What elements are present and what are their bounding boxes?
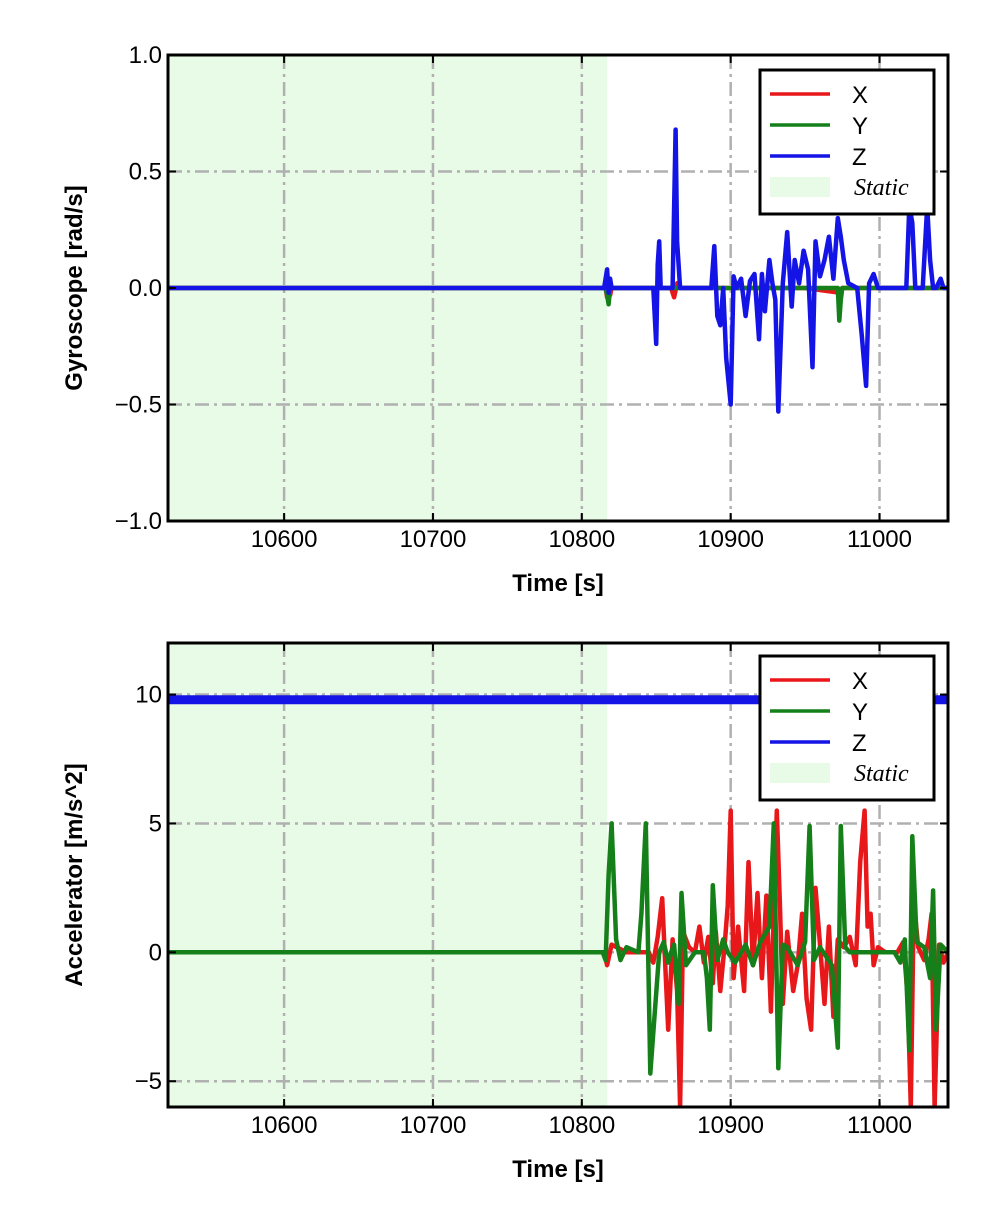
legend-static-swatch	[770, 763, 830, 783]
legend-label-z: Z	[852, 144, 867, 171]
y-axis-label: Gyroscope [rad/s]	[61, 185, 88, 390]
legend-label-z: Z	[852, 730, 867, 757]
y-tick-label: 0.5	[129, 159, 162, 186]
x-tick-label: 10700	[400, 526, 467, 553]
x-tick-label: 11000	[847, 526, 912, 553]
x-tick-label: 10600	[251, 526, 318, 553]
y-tick-label: 0	[149, 939, 162, 966]
plot-frame	[166, 641, 950, 1109]
static-region	[168, 643, 608, 1107]
y-tick-label: −0.5	[115, 392, 162, 419]
legend-label-y: Y	[852, 699, 868, 726]
y-tick-label: 10	[135, 682, 162, 709]
x-axis-label: Time [s]	[512, 1156, 604, 1183]
x-tick-label: 10600	[251, 1112, 318, 1139]
legend-static-swatch	[770, 177, 830, 197]
x-tick-label: 10800	[548, 1112, 615, 1139]
y-tick-label: −5	[135, 1068, 162, 1095]
legend-label-static: Static	[854, 175, 909, 201]
y-tick-label: 5	[149, 810, 162, 837]
plot-frame	[166, 53, 950, 523]
y-axis-label: Accelerator [m/s^2]	[61, 763, 88, 986]
legend-label-static: Static	[854, 761, 909, 787]
legend-label-x: X	[852, 668, 868, 695]
series-line-z	[168, 127, 948, 414]
chart-1: 10600 10700 10800 10900 11000 −1.0 −0.5 0.0 0.5 1…	[61, 42, 950, 597]
legend: XYZ Static	[758, 654, 936, 802]
y-tick-label: 1.0	[129, 42, 162, 69]
x-tick-label: 11000	[847, 1112, 912, 1139]
y-tick-label: −1.0	[115, 508, 162, 535]
y-tick-label: 0.0	[129, 275, 162, 302]
chart-2: 10600 10700 10800 10900 11000 −5 0 5 10 Time [s] A…	[61, 641, 950, 1183]
legend: XYZ Static	[758, 68, 936, 216]
x-tick-label: 10900	[697, 526, 764, 553]
x-tick-label: 10700	[400, 1112, 467, 1139]
legend-label-x: X	[852, 82, 868, 109]
series-line-y	[168, 821, 948, 1076]
series-group	[168, 127, 948, 414]
x-tick-label: 10900	[697, 1112, 764, 1139]
x-axis-label: Time [s]	[512, 570, 604, 597]
x-tick-label: 10800	[548, 526, 615, 553]
legend-label-y: Y	[852, 113, 868, 140]
